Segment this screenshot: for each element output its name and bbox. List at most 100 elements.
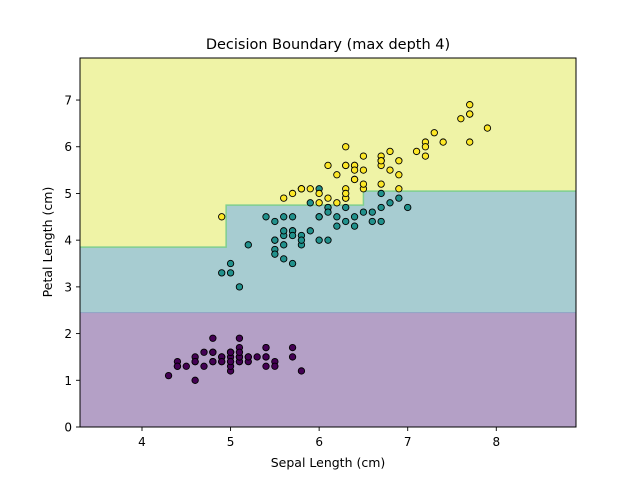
data-point-class-0: [262, 343, 270, 352]
data-point-class-1: [324, 236, 332, 244]
data-point-class-0: [226, 357, 235, 366]
data-point-class-1: [288, 231, 297, 240]
data-point-class-2: [430, 129, 438, 137]
data-point-class-2: [350, 166, 359, 174]
data-point-class-2: [466, 110, 474, 118]
data-point-class-1: [306, 199, 314, 207]
data-point-class-1: [280, 241, 288, 249]
data-point-class-0: [262, 353, 270, 361]
data-point-class-1: [244, 241, 252, 249]
data-point-class-1: [262, 213, 270, 221]
y-tick-label: 7: [64, 94, 72, 108]
data-point-class-2: [395, 171, 403, 179]
data-point-class-2: [297, 185, 306, 193]
data-point-class-1: [280, 213, 288, 221]
data-point-class-2: [359, 180, 368, 188]
decision-regions: [80, 58, 576, 427]
data-point-class-1: [350, 213, 359, 221]
data-point-class-1: [333, 222, 341, 230]
data-point-class-0: [235, 348, 244, 356]
data-point-class-1: [386, 199, 394, 207]
data-point-class-2: [342, 189, 350, 198]
data-point-class-1: [333, 213, 341, 221]
data-point-class-1: [280, 227, 288, 235]
data-point-class-2: [306, 185, 314, 193]
region-class-1: [80, 191, 576, 313]
data-point-class-0: [288, 343, 297, 352]
data-point-class-1: [280, 255, 288, 263]
data-point-class-1: [377, 203, 385, 212]
data-point-class-2: [466, 101, 474, 109]
data-point-class-1: [350, 222, 359, 230]
x-tick-label: 7: [404, 435, 412, 449]
data-point-class-0: [226, 348, 235, 356]
data-point-class-2: [218, 213, 226, 221]
data-point-class-0: [218, 357, 226, 366]
data-point-class-2: [280, 194, 288, 202]
data-point-class-0: [164, 371, 173, 380]
chart-title: Decision Boundary (max depth 4): [206, 37, 450, 53]
data-point-class-2: [324, 194, 332, 202]
plot-area: [79, 57, 577, 428]
x-tick-label: 6: [315, 435, 323, 449]
y-tick-label: 3: [64, 280, 72, 294]
data-point-class-2: [324, 161, 332, 170]
data-point-class-2: [395, 185, 403, 193]
data-point-class-1: [306, 227, 314, 235]
data-point-class-2: [342, 143, 350, 151]
data-point-class-2: [333, 199, 341, 207]
region-class-0: [80, 312, 576, 427]
data-points: [164, 101, 492, 384]
data-point-class-0: [253, 353, 261, 361]
x-axis: 4 5 6 7 8: [138, 427, 500, 449]
x-tick-label: 8: [492, 435, 500, 449]
data-point-class-2: [386, 147, 394, 156]
data-point-class-2: [288, 189, 297, 198]
plot-frame: [79, 57, 577, 428]
data-point-class-2: [377, 157, 385, 165]
data-point-class-1: [315, 213, 323, 221]
data-point-class-2: [421, 152, 430, 160]
y-tick-label: 1: [64, 374, 72, 388]
data-point-class-1: [271, 236, 279, 244]
data-point-class-0: [235, 334, 244, 342]
data-point-class-1: [368, 208, 376, 216]
data-point-class-1: [226, 269, 235, 277]
data-point-class-1: [404, 203, 412, 212]
data-point-class-0: [182, 362, 190, 370]
data-point-class-1: [297, 236, 306, 244]
data-point-class-2: [377, 180, 385, 188]
data-point-class-2: [412, 147, 421, 156]
data-point-class-1: [226, 259, 235, 268]
data-point-class-1: [395, 194, 403, 202]
data-point-class-0: [191, 357, 199, 366]
data-point-class-0: [271, 362, 279, 370]
data-point-class-0: [288, 353, 297, 361]
data-point-class-0: [297, 367, 306, 375]
x-tick-label: 5: [227, 435, 235, 449]
data-point-class-2: [421, 143, 430, 151]
data-point-class-1: [271, 217, 279, 226]
data-point-class-2: [333, 171, 341, 179]
y-tick-label: 6: [64, 140, 72, 154]
data-point-class-2: [439, 138, 447, 146]
data-point-class-1: [368, 217, 376, 226]
data-point-class-1: [324, 208, 332, 216]
data-point-class-2: [342, 161, 350, 170]
x-axis-label: Sepal Length (cm): [271, 455, 386, 470]
data-point-class-2: [395, 157, 403, 165]
data-point-class-1: [288, 213, 297, 221]
data-point-class-1: [235, 283, 244, 291]
data-point-class-2: [386, 166, 394, 174]
region-class-2: [80, 58, 576, 248]
data-point-class-0: [173, 362, 182, 370]
data-point-class-1: [218, 269, 226, 277]
y-axis: 0 1 2 3 4 5 6 7: [64, 94, 80, 435]
data-point-class-1: [342, 217, 350, 226]
data-point-class-2: [350, 175, 359, 184]
data-point-class-1: [342, 203, 350, 212]
data-point-class-1: [315, 236, 323, 244]
data-point-class-2: [315, 199, 323, 207]
data-point-class-1: [288, 259, 297, 268]
